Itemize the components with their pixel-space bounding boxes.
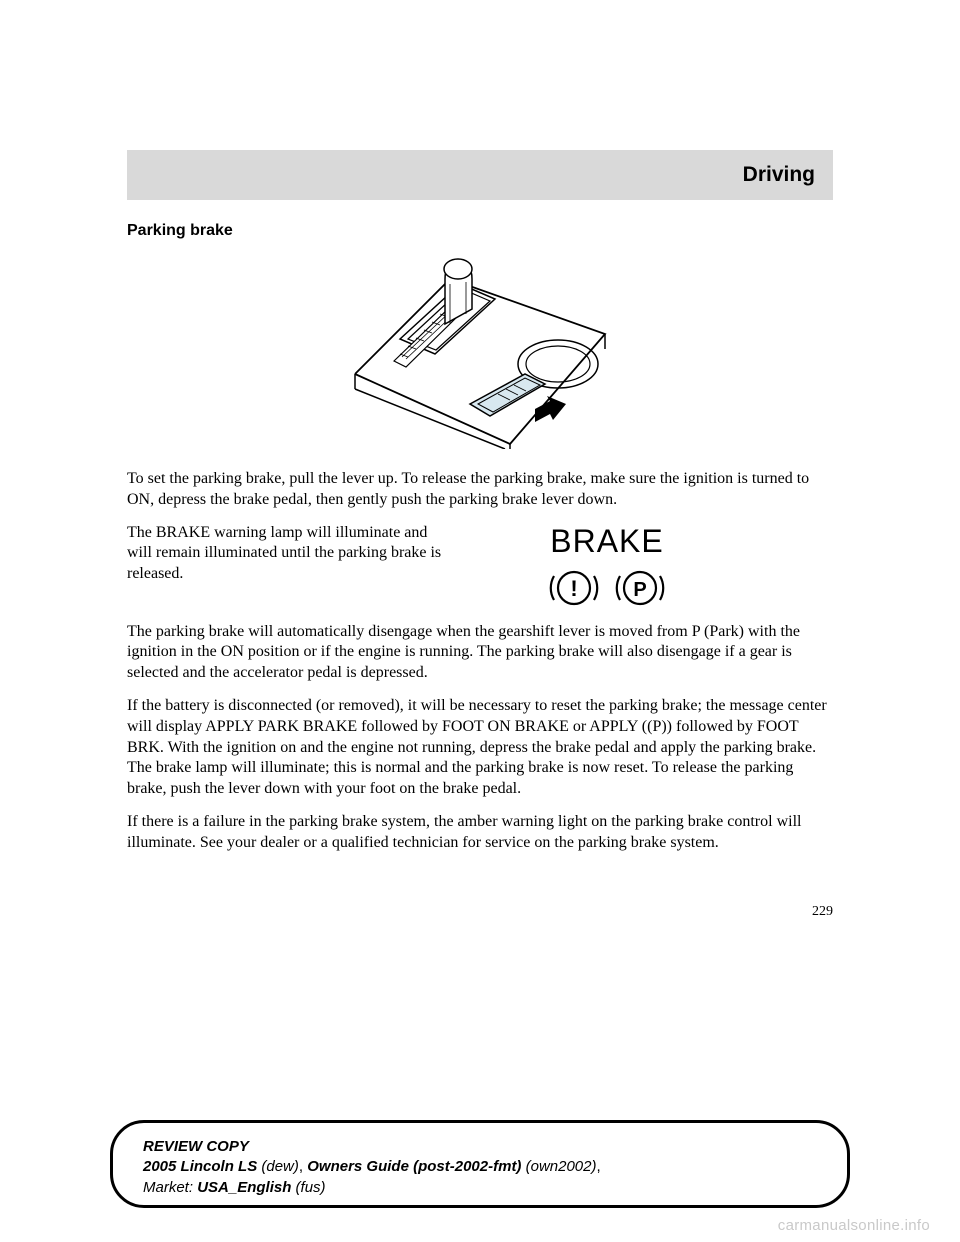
diagram-container [127,254,833,449]
footer-own: (own2002) [526,1158,597,1175]
page-content: Driving Parking brake [127,150,833,920]
paragraph-1: To set the parking brake, pull the lever… [127,469,833,511]
brake-warning-graphic: BRAKE ! P [497,523,717,610]
footer-market: USA_English [197,1179,295,1196]
footer-vehicle: 2005 Lincoln LS [143,1158,261,1175]
paragraph-3: The parking brake will automatically dis… [127,622,833,684]
brake-glyph-p: P [633,579,646,601]
paragraph-2: The BRAKE warning lamp will illuminate a… [127,523,447,585]
brake-glyph-exclaim: ! [570,576,577,601]
section-header-bar: Driving [127,150,833,200]
parking-brake-diagram [350,254,610,449]
section-title: Driving [743,163,815,187]
footer-line1: REVIEW COPY [143,1138,249,1155]
footer-market-label: Market: [143,1179,197,1196]
subheading-parking-brake: Parking brake [127,222,833,240]
brake-exclamation-icon: ! [547,566,601,610]
brake-label-text: BRAKE [550,523,663,560]
page-number: 229 [127,904,833,920]
footer-guide: Owners Guide (post-2002-fmt) [307,1158,525,1175]
brake-p-icon: P [613,566,667,610]
footer-end1: , [597,1158,601,1175]
paragraph-5: If there is a failure in the parking bra… [127,812,833,854]
brake-warning-row: The BRAKE warning lamp will illuminate a… [127,523,833,610]
paragraph-4: If the battery is disconnected (or remov… [127,696,833,800]
brake-icons-row: ! P [547,566,667,610]
footer-sep1: , [299,1158,307,1175]
body-text: To set the parking brake, pull the lever… [127,469,833,854]
footer-review-box: REVIEW COPY 2005 Lincoln LS (dew), Owner… [110,1120,850,1208]
footer-dew: (dew) [261,1158,299,1175]
watermark-text: carmanualsonline.info [778,1217,930,1234]
footer-fus: (fus) [296,1179,326,1196]
